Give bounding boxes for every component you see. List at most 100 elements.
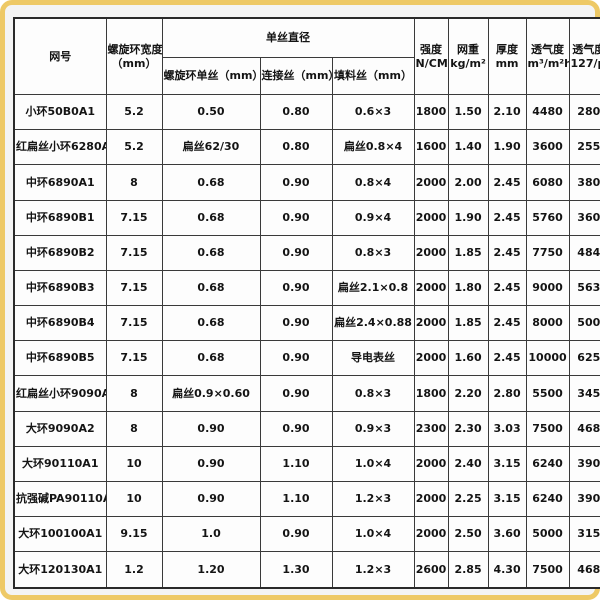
value-cell: 0.8×4 — [331, 164, 415, 201]
table-row: 大环9090A2 8 0.90 0.90 0.9×3 2300 2.30 3.03 7500 46… — [13, 410, 600, 447]
value-cell: 1.0×4 — [331, 516, 415, 553]
value-cell: 1.2 — [105, 551, 163, 589]
value-cell: 280 — [568, 93, 600, 131]
mesh-name-cell: 中环6890B3 — [13, 269, 107, 307]
value-cell: 4480 — [525, 93, 570, 131]
value-cell: 484 — [568, 234, 600, 271]
value-cell: 2.45 — [487, 234, 527, 271]
value-cell: 扁丝0.8×4 — [331, 129, 415, 166]
value-cell: 0.68 — [161, 305, 261, 342]
value-cell: 8 — [105, 410, 163, 447]
value-cell: 1.30 — [259, 551, 333, 589]
value-cell: 8 — [105, 164, 163, 201]
value-cell: 扁丝2.4×0.88 — [331, 305, 415, 342]
value-cell: 468 — [568, 410, 600, 447]
value-cell: 390 — [568, 445, 600, 482]
value-cell: 3.03 — [487, 410, 527, 447]
table-row: 小环50B0A1 5.2 0.50 0.80 0.6×3 1800 1.50 2.10 4480… — [13, 93, 600, 131]
value-cell: 1.10 — [259, 445, 333, 482]
table-row: 抗强碱PA90110A2100.901.101.2×320002.253.156… — [13, 480, 600, 518]
value-cell: 1800 — [413, 375, 449, 412]
value-cell: 10 — [105, 445, 163, 482]
value-cell: 390 — [568, 480, 600, 518]
value-cell: 7.15 — [105, 269, 163, 307]
table-body: 小环50B0A1 5.2 0.50 0.80 0.6×3 1800 1.50 2.10 4480… — [13, 93, 600, 589]
table-row: 中环6890B3 7.15 0.68 0.90 扁丝2.1×0.8 2000 1.80 2.4… — [13, 269, 600, 307]
value-cell: 2.10 — [487, 93, 527, 131]
value-cell: 2000 — [413, 269, 449, 307]
mesh-name-cell: 大环120130A1 — [13, 551, 107, 589]
value-cell: 1800 — [413, 93, 449, 131]
value-cell: 0.90 — [259, 375, 333, 412]
value-cell: 2000 — [413, 480, 449, 518]
value-cell: 0.90 — [259, 164, 333, 201]
header-permeability-pressure: 透气度 127/pa — [568, 17, 600, 95]
value-cell: 2.00 — [447, 164, 489, 201]
value-cell: 1.60 — [447, 340, 489, 377]
value-cell: 0.90 — [259, 516, 333, 553]
value-cell: 2.85 — [447, 551, 489, 589]
header-filler-wire: 填料丝（mm） — [331, 57, 415, 95]
header-strength: 强度 N/CM — [413, 17, 449, 95]
value-cell: 0.90 — [259, 410, 333, 447]
mesh-name-cell: 抗强碱PA90110A2 — [13, 480, 107, 518]
header-connect-wire: 连接丝（mm） — [259, 57, 333, 95]
value-cell: 0.9×3 — [331, 410, 415, 447]
value-cell: 9000 — [525, 269, 570, 307]
table-row: 红扁丝小环6280A15.2扁丝62/300.80扁丝0.8×416001.40… — [13, 129, 600, 166]
value-cell: 0.9×4 — [331, 199, 415, 236]
value-cell: 1.0 — [161, 516, 261, 553]
value-cell: 7500 — [525, 551, 570, 589]
mesh-spec-table: 网号 螺旋环宽度 （mm） 单丝直径 强度 N/CM 网重 kg/m² 厚度 m… — [13, 17, 600, 589]
value-cell: 2000 — [413, 305, 449, 342]
value-cell: 0.68 — [161, 269, 261, 307]
value-cell: 7.15 — [105, 340, 163, 377]
value-cell: 2.20 — [447, 375, 489, 412]
value-cell: 1.80 — [447, 269, 489, 307]
value-cell: 2000 — [413, 340, 449, 377]
value-cell: 5000 — [525, 516, 570, 553]
table-header: 网号 螺旋环宽度 （mm） 单丝直径 强度 N/CM 网重 kg/m² 厚度 m… — [13, 17, 600, 95]
value-cell: 1.90 — [487, 129, 527, 166]
value-cell: 2.25 — [447, 480, 489, 518]
value-cell: 380 — [568, 164, 600, 201]
header-spiral-width-line1: 螺旋环宽度 — [107, 42, 162, 56]
table-row: 大环120130A1 1.2 1.20 1.30 1.2×3 2600 2.85 4.30 75… — [13, 551, 600, 589]
mesh-name-cell: 大环100100A1 — [13, 516, 107, 553]
value-cell: 6240 — [525, 445, 570, 482]
value-cell: 4.30 — [487, 551, 527, 589]
value-cell: 0.68 — [161, 199, 261, 236]
value-cell: 5.2 — [105, 129, 163, 166]
value-cell: 0.6×3 — [331, 93, 415, 131]
value-cell: 8000 — [525, 305, 570, 342]
value-cell: 2.45 — [487, 340, 527, 377]
header-net-weight: 网重 kg/m² — [447, 17, 489, 95]
value-cell: 0.90 — [161, 410, 261, 447]
value-cell: 1.85 — [447, 234, 489, 271]
table-row: 中环6890B5 7.15 0.68 0.90 导电表丝 2000 1.60 2.45 1000… — [13, 340, 600, 377]
value-cell: 7.15 — [105, 234, 163, 271]
value-cell: 1.90 — [447, 199, 489, 236]
value-cell: 7.15 — [105, 199, 163, 236]
value-cell: 0.80 — [259, 129, 333, 166]
value-cell: 1.50 — [447, 93, 489, 131]
table-row: 红扁丝小环9090A18扁丝0.9×0.600.900.8×318002.202… — [13, 375, 600, 412]
value-cell: 2600 — [413, 551, 449, 589]
value-cell: 导电表丝 — [331, 340, 415, 377]
value-cell: 扁丝2.1×0.8 — [331, 269, 415, 307]
mesh-name-cell: 红扁丝小环6280A1 — [13, 129, 107, 166]
value-cell: 2.40 — [447, 445, 489, 482]
mesh-name-cell: 大环90110A1 — [13, 445, 107, 482]
table-row: 大环100100A1 9.15 1.0 0.90 1.0×4 2000 2.50 3.60 50… — [13, 516, 600, 553]
value-cell: 8 — [105, 375, 163, 412]
value-cell: 0.90 — [259, 234, 333, 271]
value-cell: 0.90 — [161, 480, 261, 518]
header-mono-diameter: 单丝直径 — [161, 17, 415, 58]
value-cell: 0.80 — [259, 93, 333, 131]
value-cell: 0.90 — [259, 305, 333, 342]
value-cell: 2.45 — [487, 305, 527, 342]
value-cell: 5.2 — [105, 93, 163, 131]
value-cell: 5760 — [525, 199, 570, 236]
value-cell: 2000 — [413, 516, 449, 553]
value-cell: 500 — [568, 305, 600, 342]
